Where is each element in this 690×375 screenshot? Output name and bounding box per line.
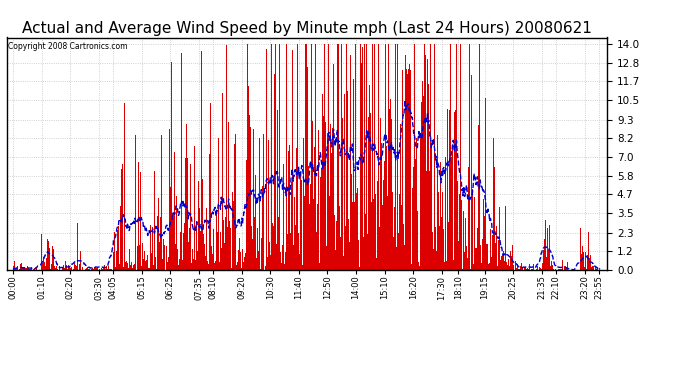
Text: Copyright 2008 Cartronics.com: Copyright 2008 Cartronics.com xyxy=(8,42,127,51)
Title: Actual and Average Wind Speed by Minute mph (Last 24 Hours) 20080621: Actual and Average Wind Speed by Minute … xyxy=(22,21,592,36)
